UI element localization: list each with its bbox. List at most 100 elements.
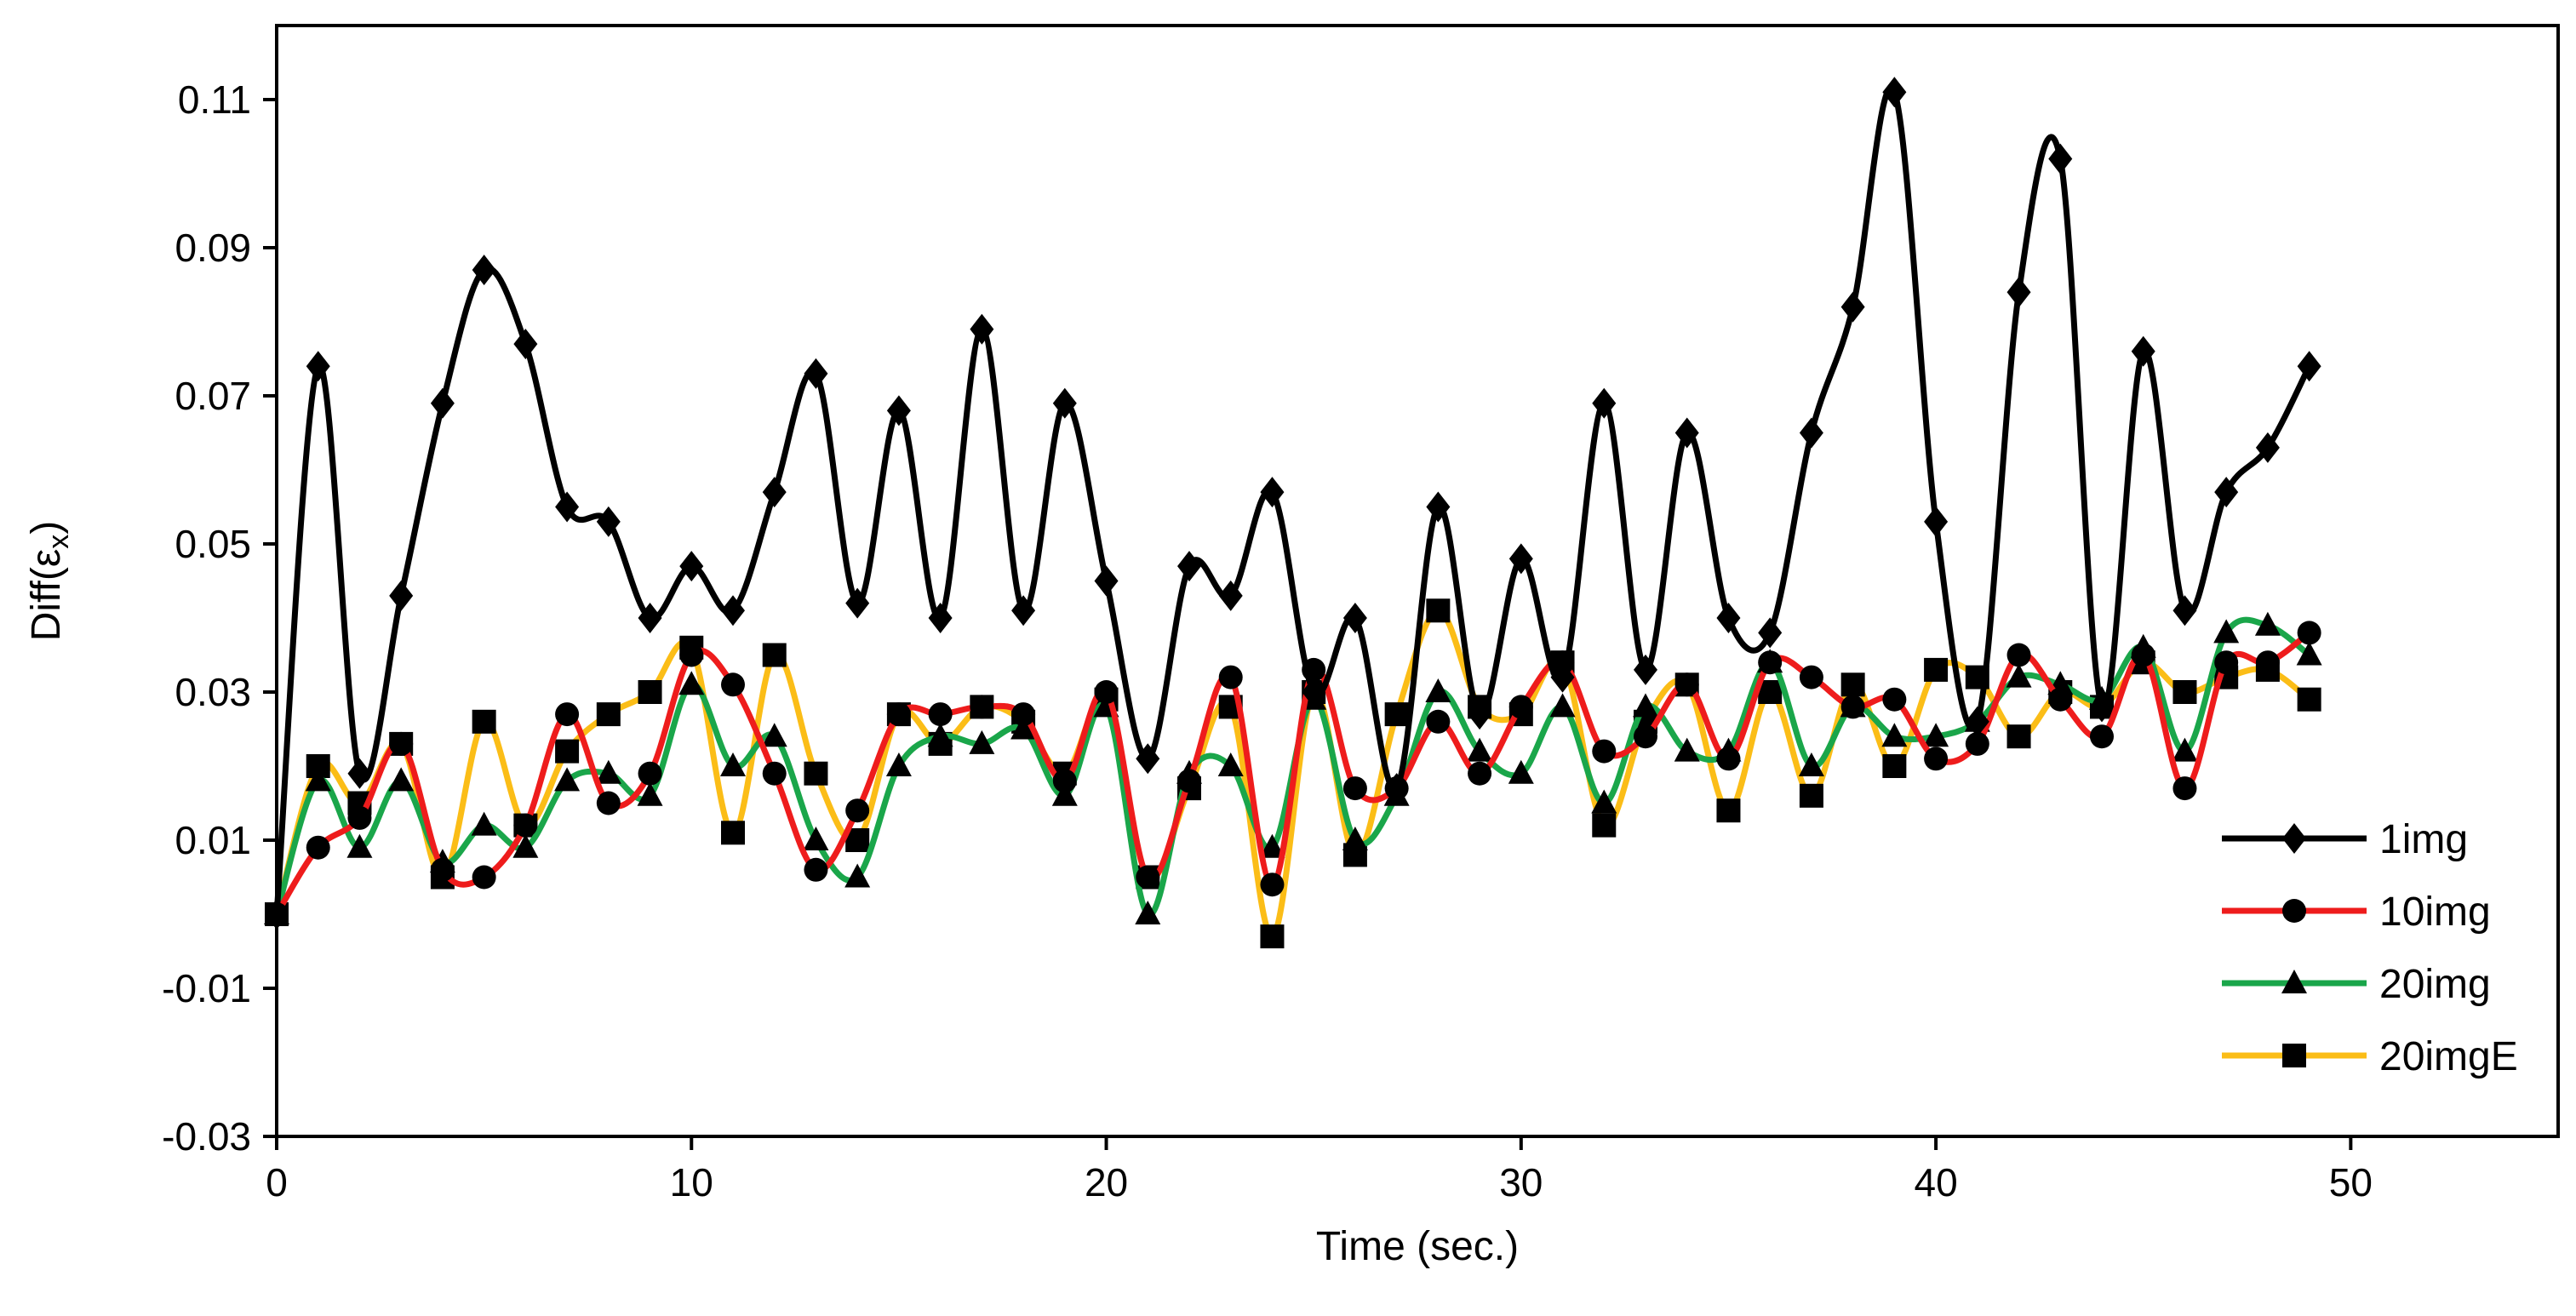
data-point bbox=[638, 761, 662, 786]
data-point bbox=[1302, 677, 1326, 707]
data-point bbox=[721, 821, 745, 845]
legend-marker bbox=[2282, 823, 2306, 854]
data-point bbox=[720, 752, 746, 776]
x-axis-title: Time (sec.) bbox=[1316, 1224, 1519, 1269]
x-tick-label: 50 bbox=[2329, 1160, 2373, 1204]
data-point bbox=[1716, 603, 1741, 633]
y-tick-label: 0.09 bbox=[175, 226, 251, 270]
y-axis-title-symbol: ε bbox=[24, 549, 69, 567]
data-point bbox=[970, 695, 994, 719]
data-point bbox=[1965, 731, 1989, 756]
legend-label: 10img bbox=[2379, 890, 2491, 935]
data-point bbox=[1052, 387, 1077, 419]
legend-marker bbox=[2282, 1044, 2306, 1067]
data-point bbox=[1260, 477, 1285, 508]
data-point bbox=[1259, 833, 1285, 858]
data-point bbox=[1923, 723, 1949, 747]
data-point bbox=[2214, 477, 2239, 508]
data-point bbox=[1136, 865, 1160, 890]
data-point bbox=[472, 709, 496, 734]
data-point bbox=[845, 798, 870, 823]
data-point bbox=[596, 506, 621, 537]
legend-label: 20img bbox=[2379, 962, 2491, 1007]
data-point bbox=[928, 702, 953, 727]
data-point bbox=[2297, 351, 2321, 382]
y-axis-title-suffix: ) bbox=[24, 521, 69, 535]
data-point bbox=[1177, 769, 1201, 793]
data-point bbox=[2090, 691, 2114, 723]
data-point bbox=[1426, 598, 1451, 623]
data-point bbox=[2172, 680, 2197, 704]
data-point bbox=[1882, 687, 1907, 712]
data-point bbox=[2006, 643, 2031, 667]
data-point bbox=[1549, 693, 1576, 718]
data-point bbox=[1426, 709, 1451, 734]
data-point bbox=[1882, 77, 1907, 108]
x-tick-label: 0 bbox=[266, 1160, 288, 1204]
plot-clip-group bbox=[264, 77, 2322, 949]
data-point bbox=[1051, 781, 1078, 806]
data-point bbox=[1177, 551, 1201, 582]
legend-item-20imgE: 20imgE bbox=[2222, 1034, 2518, 1079]
data-point bbox=[762, 761, 787, 786]
data-point bbox=[472, 865, 496, 890]
data-point bbox=[1634, 724, 1657, 749]
data-point bbox=[844, 863, 871, 888]
data-point bbox=[1674, 737, 1700, 762]
data-point bbox=[1260, 873, 1285, 897]
data-point bbox=[596, 702, 621, 727]
data-point bbox=[1633, 693, 1658, 718]
data-point bbox=[2048, 687, 2073, 712]
data-point bbox=[1674, 417, 1699, 449]
data-point bbox=[2213, 619, 2240, 644]
data-point bbox=[886, 702, 911, 727]
data-point bbox=[306, 835, 330, 860]
data-point bbox=[1550, 661, 1575, 693]
data-point bbox=[1094, 680, 1119, 704]
data-point bbox=[1798, 752, 1824, 776]
data-point bbox=[389, 731, 414, 756]
legend-item-20img: 20img bbox=[2222, 962, 2491, 1007]
data-point bbox=[1384, 702, 1409, 727]
data-point bbox=[2172, 776, 2197, 801]
data-point bbox=[721, 595, 745, 627]
data-point bbox=[678, 671, 705, 695]
data-point bbox=[2131, 335, 2155, 367]
data-point bbox=[347, 805, 372, 830]
x-tick-label: 10 bbox=[670, 1160, 713, 1204]
data-point bbox=[2296, 641, 2322, 666]
data-point bbox=[2297, 621, 2321, 645]
y-axis-title-subscript: x bbox=[43, 535, 75, 549]
data-point bbox=[512, 833, 539, 858]
data-point bbox=[1508, 695, 1533, 719]
data-point bbox=[1136, 743, 1160, 775]
legend-label: 20imgE bbox=[2379, 1034, 2518, 1079]
data-point bbox=[2254, 611, 2281, 636]
data-point bbox=[1799, 783, 1823, 808]
data-point bbox=[555, 702, 580, 727]
data-point bbox=[1840, 672, 1865, 697]
data-point bbox=[637, 781, 663, 806]
data-point bbox=[1011, 595, 1036, 627]
data-point bbox=[679, 551, 704, 582]
data-point bbox=[2297, 687, 2321, 712]
data-point bbox=[885, 752, 912, 776]
data-point bbox=[1218, 665, 1243, 689]
data-point bbox=[430, 387, 455, 419]
data-point bbox=[1965, 706, 1989, 737]
data-point bbox=[1840, 695, 1865, 719]
data-point bbox=[2048, 143, 2073, 175]
legend-marker bbox=[2281, 970, 2307, 993]
data-point bbox=[596, 791, 621, 815]
data-point bbox=[721, 672, 745, 697]
data-point bbox=[305, 767, 331, 792]
data-point bbox=[1260, 924, 1285, 949]
data-point bbox=[804, 761, 828, 786]
data-point bbox=[2131, 643, 2155, 667]
data-point bbox=[554, 767, 581, 792]
data-point bbox=[388, 767, 415, 792]
data-point bbox=[2006, 724, 2031, 749]
data-point bbox=[513, 813, 538, 838]
y-tick-label: -0.03 bbox=[162, 1114, 251, 1159]
